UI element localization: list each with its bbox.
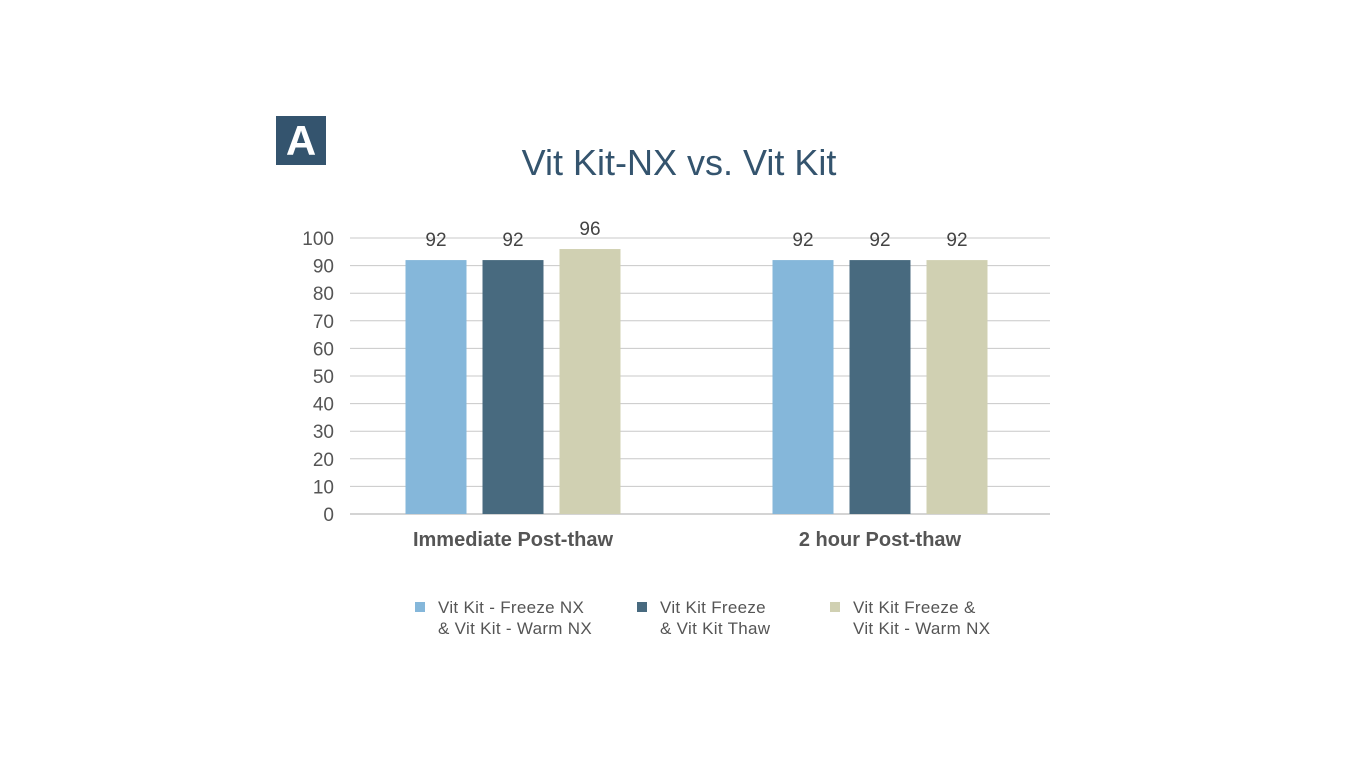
- y-tick-label: 70: [313, 312, 334, 333]
- y-tick-label: 30: [313, 422, 334, 443]
- legend-item-series-3: Vit Kit Freeze & Vit Kit - Warm NX: [830, 597, 990, 639]
- y-tick-label: 90: [313, 257, 334, 278]
- data-label-1-series-3: 96: [579, 219, 600, 240]
- data-label-2-series-2: 92: [869, 230, 890, 251]
- panel-label-badge: A: [276, 116, 326, 165]
- chart-legend: Vit Kit - Freeze NX & Vit Kit - Warm NX …: [0, 597, 1366, 657]
- data-label-2-series-3: 92: [946, 230, 967, 251]
- data-label-1-series-2: 92: [502, 230, 523, 251]
- y-tick-label: 100: [302, 229, 334, 250]
- legend-swatch-series-2: [637, 602, 647, 612]
- data-label-1-series-1: 92: [425, 230, 446, 251]
- x-category-label-2: 2 hour Post-thaw: [799, 529, 962, 551]
- x-category-label-1: Immediate Post-thaw: [413, 529, 613, 551]
- y-tick-label: 50: [313, 367, 334, 388]
- y-tick-label: 10: [313, 477, 334, 498]
- legend-swatch-series-3: [830, 602, 840, 612]
- y-tick-label: 40: [313, 395, 334, 416]
- legend-item-series-2: Vit Kit Freeze & Vit Kit Thaw: [637, 597, 770, 639]
- bar-1-series-2: [482, 260, 544, 514]
- legend-label-series-1: Vit Kit - Freeze NX & Vit Kit - Warm NX: [438, 598, 592, 638]
- bar-1-series-1: [405, 260, 467, 514]
- y-tick-label: 0: [323, 505, 334, 526]
- legend-swatch-series-1: [415, 602, 425, 612]
- legend-label-series-3: Vit Kit Freeze & Vit Kit - Warm NX: [853, 598, 991, 638]
- bar-2-series-1: [772, 260, 834, 514]
- y-tick-label: 80: [313, 284, 334, 305]
- chart-title: Vit Kit-NX vs. Vit Kit: [521, 142, 837, 183]
- y-tick-label: 20: [313, 450, 334, 471]
- legend-item-series-1: Vit Kit - Freeze NX & Vit Kit - Warm NX: [415, 597, 592, 639]
- bar-1-series-3: [559, 249, 621, 515]
- legend-label-series-2: Vit Kit Freeze & Vit Kit Thaw: [660, 598, 771, 638]
- data-label-2-series-1: 92: [792, 230, 813, 251]
- y-tick-label: 60: [313, 339, 334, 360]
- bar-2-series-2: [849, 260, 911, 514]
- bar-2-series-3: [926, 260, 988, 514]
